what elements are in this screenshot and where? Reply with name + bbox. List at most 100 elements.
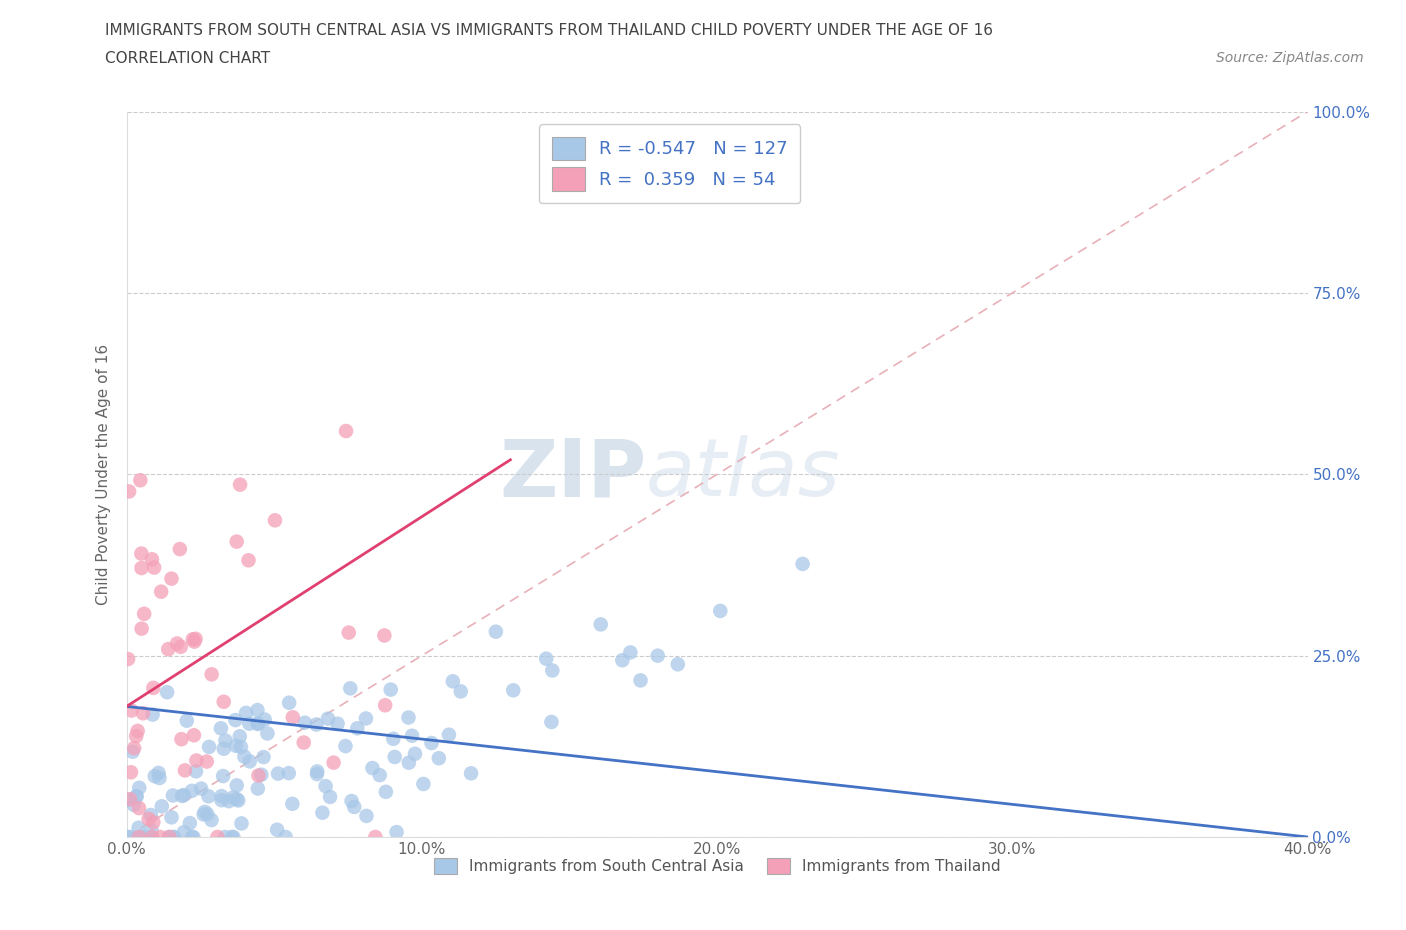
Point [238, 552, 260, 567]
Point [127, 724, 149, 738]
Point [170, 639, 193, 654]
Point [150, 799, 173, 814]
Point [373, 628, 395, 643]
Point [235, 706, 257, 721]
Point [239, 754, 262, 769]
Point [181, 783, 204, 798]
Point [335, 738, 357, 753]
Point [150, 584, 173, 599]
Point [412, 777, 434, 791]
Point [364, 830, 387, 844]
Point [340, 793, 363, 808]
Point [121, 703, 143, 718]
Point [278, 696, 301, 711]
Point [337, 625, 360, 640]
Point [214, 830, 236, 844]
Point [316, 711, 339, 726]
Point [141, 551, 163, 566]
Point [315, 778, 337, 793]
Point [534, 651, 557, 666]
Point [274, 830, 297, 844]
Point [122, 740, 145, 755]
Point [305, 766, 328, 781]
Point [361, 761, 384, 776]
Point [194, 804, 217, 819]
Point [541, 663, 564, 678]
Point [460, 766, 482, 781]
Point [162, 788, 184, 803]
Point [195, 754, 218, 769]
Point [229, 477, 252, 492]
Point [404, 747, 426, 762]
Point [427, 751, 450, 765]
Point [129, 830, 152, 844]
Point [163, 830, 186, 844]
Point [398, 711, 420, 725]
Point [148, 765, 170, 780]
Point [156, 684, 179, 699]
Point [148, 771, 170, 786]
Point [132, 706, 155, 721]
Text: IMMIGRANTS FROM SOUTH CENTRAL ASIA VS IMMIGRANTS FROM THAILAND CHILD POVERTY UND: IMMIGRANTS FROM SOUTH CENTRAL ASIA VS IM… [105, 23, 994, 38]
Point [420, 736, 443, 751]
Point [792, 556, 814, 571]
Point [441, 674, 464, 689]
Point [619, 645, 641, 660]
Point [319, 790, 342, 804]
Point [193, 807, 215, 822]
Point [612, 653, 634, 668]
Point [131, 561, 153, 576]
Point [183, 634, 205, 649]
Point [195, 806, 218, 821]
Point [184, 631, 207, 646]
Point [197, 789, 219, 804]
Point [221, 830, 243, 844]
Point [174, 763, 197, 777]
Point [157, 642, 180, 657]
Point [166, 636, 188, 651]
Point [346, 721, 368, 736]
Point [128, 820, 150, 835]
Point [266, 822, 288, 837]
Point [120, 764, 142, 779]
Point [246, 716, 269, 731]
Point [128, 830, 150, 844]
Point [207, 830, 229, 844]
Point [117, 830, 139, 844]
Text: Source: ZipAtlas.com: Source: ZipAtlas.com [1216, 51, 1364, 65]
Point [231, 816, 253, 830]
Point [128, 830, 150, 844]
Point [247, 716, 270, 731]
Point [115, 792, 138, 807]
Point [212, 741, 235, 756]
Point [335, 423, 357, 438]
Point [540, 714, 562, 729]
Point [229, 739, 252, 754]
Point [247, 768, 270, 783]
Point [139, 807, 162, 822]
Point [281, 710, 304, 724]
Point [157, 830, 180, 844]
Point [305, 717, 328, 732]
Point [502, 683, 524, 698]
Point [229, 729, 252, 744]
Point [589, 617, 612, 631]
Point [267, 766, 290, 781]
Point [173, 825, 195, 840]
Point [141, 830, 163, 844]
Point [198, 739, 221, 754]
Point [120, 830, 142, 844]
Point [225, 534, 247, 549]
Point [181, 830, 204, 844]
Point [264, 512, 287, 527]
Point [218, 793, 240, 808]
Point [253, 712, 276, 727]
Point [169, 541, 191, 556]
Point [117, 652, 139, 667]
Point [401, 728, 423, 743]
Point [157, 830, 180, 844]
Point [170, 732, 193, 747]
Point [134, 606, 156, 621]
Point [311, 805, 333, 820]
Point [233, 750, 256, 764]
